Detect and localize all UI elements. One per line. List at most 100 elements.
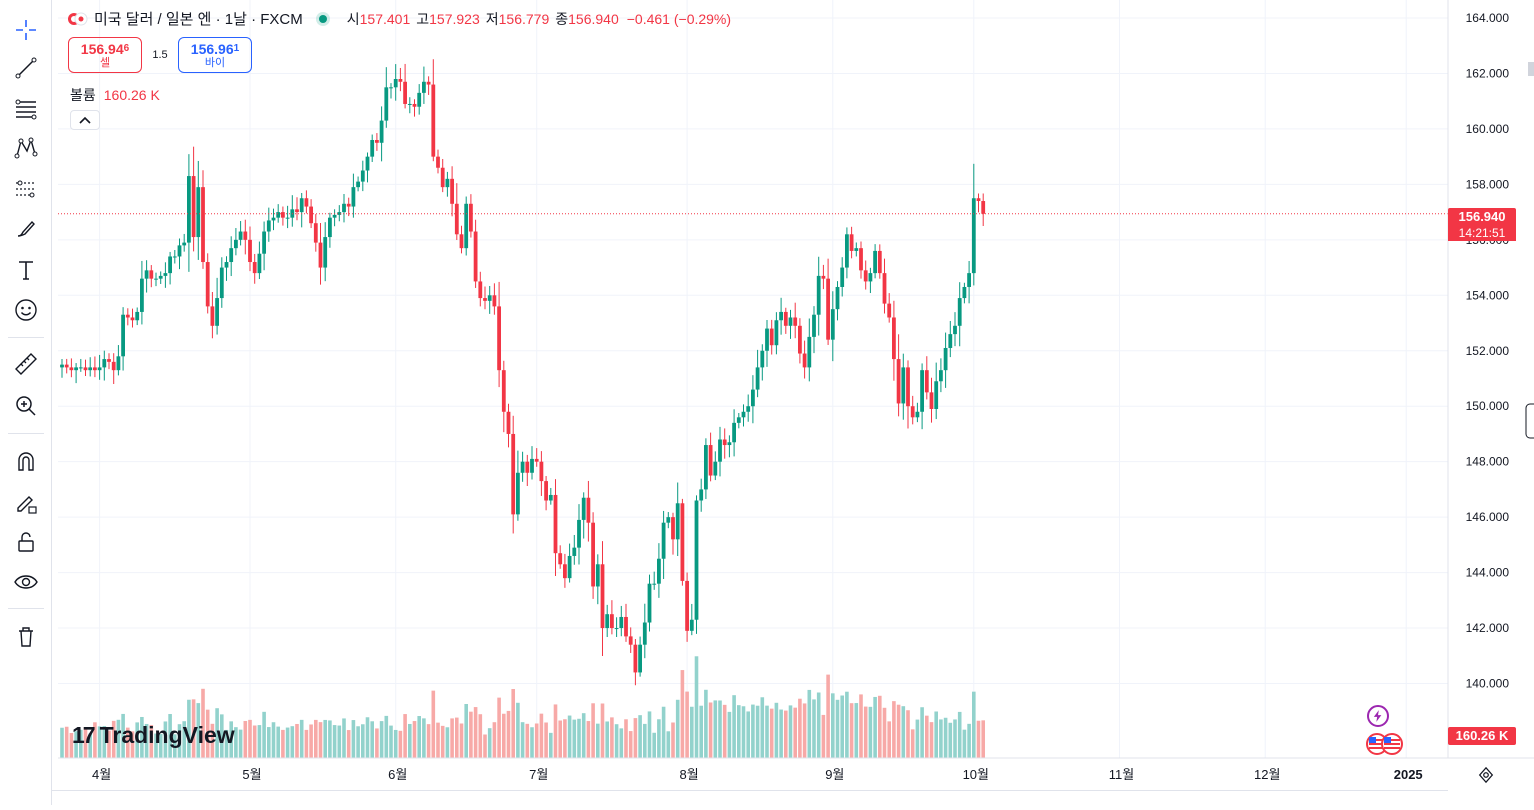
candle-up[interactable] (516, 472, 520, 515)
candle-down[interactable] (708, 445, 713, 476)
candle-down[interactable] (149, 270, 154, 279)
candle-down[interactable] (346, 203, 351, 207)
candle-down[interactable] (849, 234, 854, 251)
ruler-icon[interactable] (8, 348, 44, 380)
candle-up[interactable] (675, 503, 680, 540)
candle-down[interactable] (896, 359, 901, 404)
candle-up[interactable] (74, 367, 78, 371)
zoom-in-icon[interactable] (8, 390, 44, 422)
candle-up[interactable] (614, 628, 619, 630)
candle-up[interactable] (196, 187, 201, 238)
candle-down[interactable] (295, 209, 299, 213)
candle-up[interactable] (934, 381, 939, 409)
candle-up[interactable] (943, 347, 948, 371)
candle-up[interactable] (229, 248, 234, 263)
candle-down[interactable] (563, 564, 567, 579)
candle-up[interactable] (741, 411, 746, 418)
candle-down[interactable] (680, 503, 685, 581)
candle-down[interactable] (469, 203, 473, 232)
candle-up[interactable] (567, 555, 572, 579)
candle-down[interactable] (910, 406, 915, 418)
candle-down[interactable] (802, 353, 807, 368)
candle-down[interactable] (591, 522, 595, 587)
candle-down[interactable] (863, 270, 868, 282)
candle-up[interactable] (393, 79, 398, 88)
candle-down[interactable] (511, 433, 516, 515)
candle-down[interactable] (628, 636, 633, 645)
candle-up[interactable] (144, 270, 149, 279)
candle-up[interactable] (666, 517, 671, 523)
candle-up[interactable] (299, 198, 304, 213)
candle-up[interactable] (967, 273, 971, 287)
candle-up[interactable] (332, 214, 337, 218)
candle-down[interactable] (553, 494, 558, 554)
candle-up[interactable] (572, 547, 577, 556)
candle-up[interactable] (699, 489, 704, 501)
candle-down[interactable] (440, 167, 445, 188)
candle-up[interactable] (694, 500, 699, 620)
candle-down[interactable] (793, 317, 798, 326)
candle-down[interactable] (125, 314, 130, 318)
candle-up[interactable] (971, 198, 976, 274)
candle-up[interactable] (379, 120, 384, 143)
candle-up[interactable] (370, 140, 375, 157)
candle-down[interactable] (64, 364, 69, 368)
candle-down[interactable] (205, 262, 210, 307)
buy-button[interactable]: 156.961 바이 (178, 37, 252, 73)
pattern-icon[interactable] (8, 132, 44, 164)
candle-up[interactable] (384, 87, 389, 121)
candle-down[interactable] (633, 644, 638, 673)
candle-up[interactable] (257, 253, 262, 274)
candle-down[interactable] (924, 370, 929, 393)
candle-down[interactable] (610, 614, 614, 629)
candle-down[interactable] (431, 84, 436, 157)
candle-down[interactable] (501, 370, 506, 412)
candle-up[interactable] (915, 411, 920, 418)
candle-up[interactable] (830, 309, 835, 340)
candle-up[interactable] (657, 558, 661, 584)
candle-down[interactable] (624, 616, 628, 637)
candle-down[interactable] (403, 81, 407, 104)
candle-down[interactable] (882, 273, 887, 304)
candle-up[interactable] (812, 314, 816, 337)
event-bolt-icon[interactable] (1367, 705, 1389, 727)
candle-up[interactable] (765, 328, 769, 351)
candle-down[interactable] (201, 187, 205, 263)
candle-down[interactable] (685, 580, 689, 631)
candle-up[interactable] (530, 458, 534, 473)
candle-up[interactable] (177, 245, 182, 257)
candle-up[interactable] (445, 178, 450, 188)
candle-down[interactable] (450, 178, 454, 204)
candle-up[interactable] (854, 248, 859, 251)
candle-down[interactable] (69, 367, 74, 371)
symbol-title[interactable]: 미국 달러 / 일본 엔 · 1날 · FXCM (94, 11, 303, 28)
forecast-icon[interactable] (8, 172, 44, 204)
candle-up[interactable] (97, 367, 102, 371)
candle-up[interactable] (271, 217, 276, 221)
candle-down[interactable] (798, 325, 802, 354)
candle-up[interactable] (234, 239, 238, 249)
candle-up[interactable] (238, 231, 243, 240)
candle-up[interactable] (774, 320, 779, 346)
candle-up[interactable] (605, 614, 610, 629)
candle-up[interactable] (60, 364, 64, 368)
candle-down[interactable] (111, 361, 116, 371)
candle-up[interactable] (323, 237, 328, 268)
candle-up[interactable] (365, 156, 370, 171)
candle-down[interactable] (492, 295, 497, 307)
candle-down[interactable] (478, 281, 483, 299)
candle-up[interactable] (276, 212, 281, 218)
candle-up[interactable] (948, 334, 953, 348)
candle-down[interactable] (436, 156, 440, 168)
candle-up[interactable] (116, 356, 121, 371)
candle-up[interactable] (262, 231, 266, 254)
trend-line-icon[interactable] (8, 52, 44, 84)
candle-up[interactable] (464, 203, 469, 249)
candle-down[interactable] (783, 311, 788, 326)
candle-up[interactable] (939, 370, 943, 382)
candle-down[interactable] (544, 481, 548, 501)
text-icon[interactable] (8, 254, 44, 286)
candle-up[interactable] (337, 212, 342, 215)
candle-up[interactable] (187, 176, 191, 243)
candle-up[interactable] (342, 203, 346, 213)
